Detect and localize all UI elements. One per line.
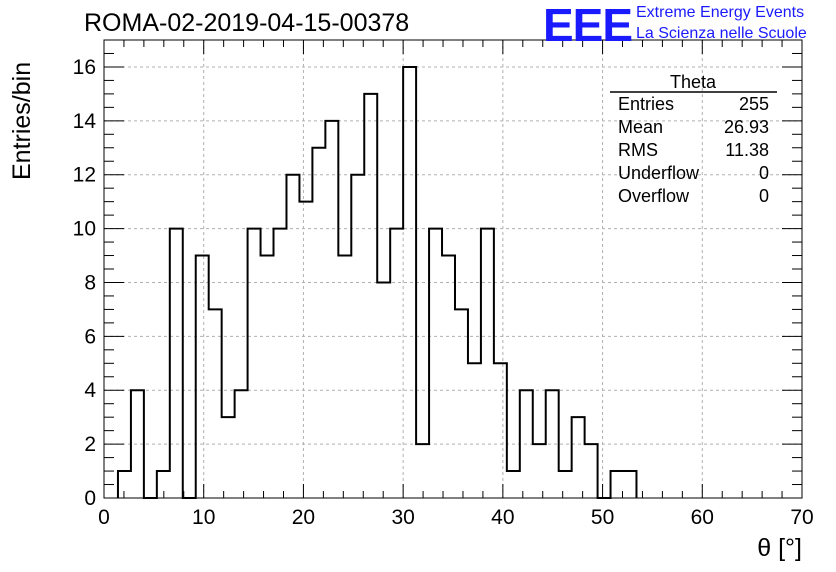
x-tick-label: 10	[192, 506, 215, 529]
x-tick-label: 60	[691, 506, 714, 529]
axis-tick-labels: 0 10 20 30 40 50 60 70 0 2 4 6 8 10 12 14 16	[73, 56, 814, 529]
histogram-bin	[624, 471, 637, 498]
logo-subtitle-2: La Scienza nelle Scuole	[636, 25, 807, 42]
stats-value: 0	[759, 163, 769, 183]
stats-label: Overflow	[618, 186, 690, 206]
histogram-bin	[338, 256, 351, 498]
stats-label: Entries	[618, 94, 674, 114]
stats-label: Underflow	[618, 163, 700, 183]
histogram-bin	[222, 417, 235, 498]
x-tick-label: 40	[491, 506, 514, 529]
histogram-bin	[455, 309, 468, 498]
stats-value: 255	[739, 94, 769, 114]
x-tick-label: 50	[591, 506, 614, 529]
y-tick-label: 4	[84, 379, 96, 402]
eee-logo: EEE	[543, 0, 633, 51]
histogram-bin	[416, 444, 429, 498]
stats-label: Mean	[618, 117, 663, 137]
stats-value: 0	[759, 186, 769, 206]
histogram-bin	[274, 229, 287, 498]
y-tick-label: 2	[84, 433, 96, 456]
y-tick-label: 14	[73, 110, 97, 133]
histogram-bin	[481, 229, 494, 498]
chart-title: ROMA-02-2019-04-15-00378	[84, 9, 410, 37]
y-axis-label: Entries/bin	[8, 61, 36, 180]
stats-title: Theta	[670, 72, 717, 92]
histogram-bars	[116, 65, 638, 499]
histogram-bin	[299, 202, 312, 498]
histogram-bin	[494, 363, 507, 498]
histogram-bin	[559, 471, 572, 498]
logo-subtitle-1: Extreme Energy Events	[636, 4, 805, 21]
histogram-bin	[261, 256, 274, 498]
x-tick-label: 30	[391, 506, 414, 529]
histogram-bin	[507, 471, 520, 498]
histogram-bin	[429, 229, 442, 498]
stats-value: 26.93	[724, 117, 769, 137]
histogram-bin	[364, 94, 377, 498]
histogram-bin	[585, 444, 598, 498]
stats-value: 11.38	[725, 140, 769, 160]
y-tick-label: 10	[73, 218, 96, 241]
histogram-bin	[611, 471, 624, 498]
y-tick-label: 6	[84, 325, 96, 348]
axis-ticks	[103, 39, 803, 499]
histogram-bin	[442, 256, 455, 498]
grid-lines	[104, 40, 802, 498]
y-tick-label: 12	[73, 164, 96, 187]
x-axis-label: θ [°]	[757, 534, 802, 562]
histogram-bin	[196, 256, 209, 498]
histogram-bin	[209, 309, 222, 498]
histogram-bin	[248, 229, 261, 498]
histogram-bin	[390, 229, 403, 498]
histogram-bin	[533, 444, 546, 498]
y-tick-label: 16	[73, 56, 96, 79]
histogram-bin	[572, 417, 585, 498]
y-tick-label: 8	[84, 271, 96, 294]
y-tick-label: 0	[84, 487, 96, 510]
x-tick-label: 70	[790, 506, 813, 529]
histogram-outline	[116, 65, 638, 499]
histogram-bin	[312, 148, 325, 498]
x-tick-label: 0	[98, 506, 110, 529]
histogram-bin	[170, 229, 183, 498]
histogram-bin	[325, 121, 338, 498]
histogram-bin	[468, 363, 481, 498]
x-tick-label: 20	[292, 506, 315, 529]
stats-label: RMS	[618, 140, 658, 160]
